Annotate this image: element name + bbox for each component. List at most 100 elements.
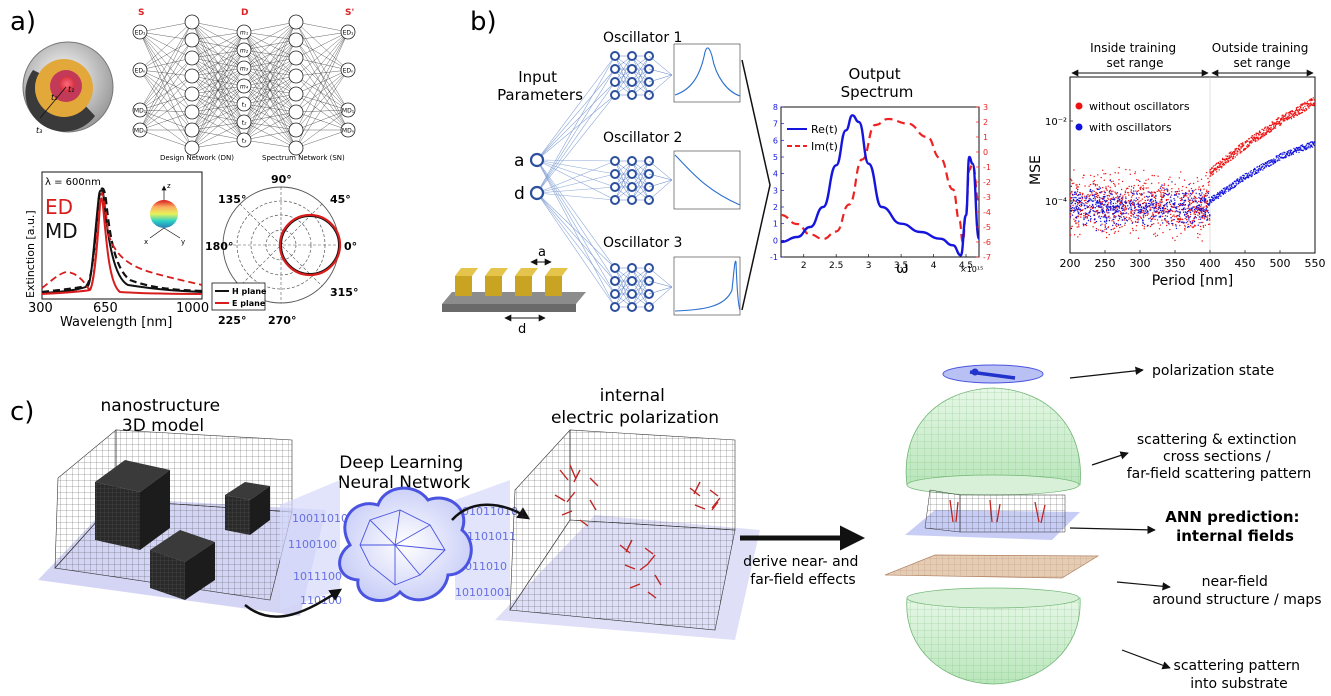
mse-point-with bbox=[1219, 190, 1221, 193]
polar-label-315: 315° bbox=[330, 286, 358, 299]
mse-point-with bbox=[1094, 199, 1096, 201]
mse-point-with bbox=[1167, 194, 1169, 196]
mse-point-with bbox=[1102, 210, 1105, 213]
ed-label: ED bbox=[45, 195, 73, 219]
mse-point-without bbox=[1190, 213, 1192, 216]
mse-point-without bbox=[1200, 228, 1202, 231]
mse-point-without bbox=[1202, 185, 1204, 188]
mse-point-with bbox=[1073, 207, 1075, 210]
nn-a-edge bbox=[139, 39, 193, 71]
polar-label-180: 180° bbox=[205, 240, 233, 253]
mse-point-without bbox=[1291, 110, 1294, 112]
mse-point-with bbox=[1279, 155, 1281, 158]
nn-b-edge bbox=[536, 173, 616, 194]
mse-point-without bbox=[1236, 147, 1238, 150]
mse-point-without bbox=[1097, 212, 1099, 215]
mse-point-with bbox=[1109, 179, 1112, 182]
nn-b-edge bbox=[614, 55, 633, 96]
nn-a-edge bbox=[243, 93, 297, 141]
mse-point-without bbox=[1102, 187, 1104, 189]
mse-point-with bbox=[1307, 147, 1310, 149]
mse-point-with bbox=[1160, 211, 1163, 213]
mse-point-without bbox=[1297, 106, 1299, 108]
mse-point-without bbox=[1234, 156, 1236, 158]
mse-point-without bbox=[1184, 217, 1186, 220]
mse-point-without bbox=[1274, 125, 1277, 128]
mse-point-without bbox=[1186, 221, 1189, 223]
mse-point-without bbox=[1166, 208, 1169, 211]
mse-point-without bbox=[1239, 149, 1241, 151]
mse-point-with bbox=[1072, 200, 1075, 202]
mse-point-with bbox=[1184, 208, 1187, 210]
mse-xtick-label: 300 bbox=[1130, 257, 1151, 270]
mse-point-without bbox=[1179, 219, 1182, 221]
output-xtick-label: 3.5 bbox=[894, 261, 908, 271]
mse-point-with bbox=[1171, 181, 1173, 183]
mse-point-without bbox=[1194, 207, 1197, 210]
mse-point-with bbox=[1077, 189, 1079, 191]
mse-point-without bbox=[1203, 188, 1205, 190]
mse-point-without bbox=[1100, 176, 1102, 179]
mse-point-without bbox=[1222, 162, 1225, 165]
mse-point-with bbox=[1115, 210, 1117, 212]
nn-a-edge bbox=[295, 93, 349, 111]
mse-point-without bbox=[1160, 191, 1162, 193]
mse-point-with bbox=[1113, 205, 1115, 207]
output-xtick-label: 4.5 bbox=[959, 261, 973, 271]
mse-point-with bbox=[1201, 199, 1204, 202]
mse-point-with bbox=[1253, 173, 1256, 176]
mse-point-with bbox=[1100, 224, 1102, 226]
mse-point-with bbox=[1247, 174, 1249, 176]
mse-point-without bbox=[1115, 193, 1118, 195]
mse-point-with bbox=[1121, 201, 1123, 204]
grating-illustration bbox=[442, 258, 586, 322]
mse-point-without bbox=[1125, 208, 1127, 211]
mse-point-with bbox=[1096, 211, 1098, 213]
nn-a-edge bbox=[191, 103, 245, 149]
mse-point-without bbox=[1310, 102, 1312, 104]
mse-point-without bbox=[1117, 172, 1120, 174]
mse-point-without bbox=[1103, 173, 1105, 175]
sphere-label-t1: t₁ bbox=[68, 85, 74, 94]
spectrum-xlabel: Wavelength [nm] bbox=[60, 315, 172, 330]
mse-point-without bbox=[1166, 224, 1168, 227]
mse-point-with bbox=[1123, 213, 1125, 215]
mse-point-with bbox=[1198, 208, 1200, 210]
nn-a-node bbox=[288, 50, 304, 66]
mse-point-with bbox=[1092, 194, 1094, 197]
mse-point-without bbox=[1224, 159, 1226, 162]
mse-point-with bbox=[1173, 218, 1175, 221]
mse-point-with bbox=[1272, 161, 1274, 163]
nn-a-edge bbox=[139, 109, 193, 149]
mse-point-without bbox=[1091, 207, 1094, 209]
mse-point-with bbox=[1141, 193, 1143, 195]
mse-point-without bbox=[1196, 197, 1198, 200]
mse-point-with bbox=[1089, 215, 1092, 218]
mse-point-with bbox=[1137, 221, 1139, 223]
mse-point-with bbox=[1104, 213, 1106, 216]
mse-point-with bbox=[1070, 207, 1073, 210]
mse-point-with bbox=[1200, 216, 1202, 218]
nn-a-node bbox=[132, 102, 148, 118]
mse-point-with bbox=[1290, 154, 1293, 156]
nn-a-design-label: m₂ bbox=[240, 48, 249, 55]
mse-point-with bbox=[1170, 205, 1173, 208]
nn-b-node bbox=[627, 276, 637, 286]
output-ytick-left-label: 2 bbox=[773, 203, 778, 212]
mse-point-without bbox=[1187, 216, 1189, 218]
mse-point-with bbox=[1173, 202, 1176, 204]
mse-point-without bbox=[1147, 187, 1149, 189]
mse-point-with bbox=[1162, 222, 1164, 224]
annotation-scattering-line1: scattering & extinction bbox=[1137, 432, 1297, 448]
mse-point-with bbox=[1101, 230, 1104, 232]
mse-point-without bbox=[1286, 116, 1289, 119]
nn-b-node bbox=[610, 51, 620, 61]
mse-point-without bbox=[1198, 186, 1200, 188]
mse-point-with bbox=[1144, 223, 1146, 226]
nn-b-edge bbox=[631, 267, 650, 295]
mse-header-outside-line1: Outside training bbox=[1212, 41, 1309, 55]
mse-point-without bbox=[1113, 182, 1115, 185]
mse-point-with bbox=[1119, 195, 1121, 198]
mse-point-without bbox=[1177, 218, 1179, 221]
mse-point-with bbox=[1122, 205, 1124, 207]
